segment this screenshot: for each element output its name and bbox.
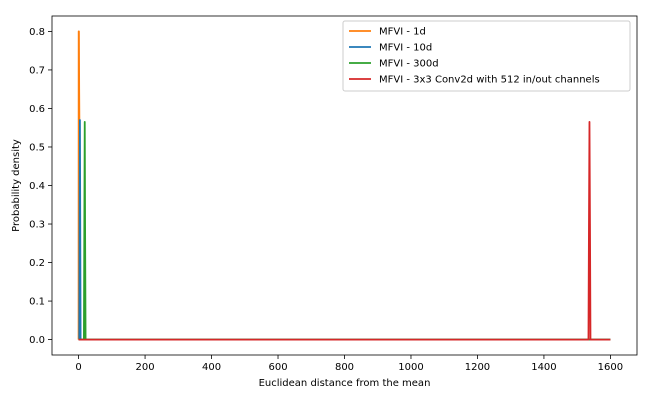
legend-label-3: MFVI - 300d <box>379 59 439 70</box>
y-axis-ticks: 0.0 0.1 0.2 0.3 0.4 0.5 0.6 0.7 0.8 <box>29 27 52 346</box>
series-line-4 <box>78 121 611 341</box>
y-tick-label: 0.0 <box>29 335 45 346</box>
y-tick-label: 0.2 <box>29 258 45 269</box>
x-tick-label: 1600 <box>598 362 623 373</box>
x-tick-label: 0 <box>75 362 81 373</box>
x-axis-label: Euclidean distance from the mean <box>259 378 431 389</box>
legend: MFVI - 1d MFVI - 10d MFVI - 300d MFVI - 3x3… <box>342 20 631 92</box>
x-tick-label: 1000 <box>398 362 423 373</box>
y-tick-label: 0.4 <box>29 181 45 192</box>
legend-label-2: MFVI - 10d <box>379 43 432 54</box>
x-tick-label: 1400 <box>531 362 556 373</box>
x-tick-label: 1200 <box>465 362 490 373</box>
x-tick-label: 400 <box>202 362 221 373</box>
y-axis-label: Probability density <box>11 139 22 232</box>
y-tick-label: 0.7 <box>29 65 45 76</box>
x-tick-label: 800 <box>335 362 354 373</box>
y-tick-label: 0.5 <box>29 142 45 153</box>
y-tick-label: 0.1 <box>29 297 45 308</box>
x-tick-label: 200 <box>136 362 155 373</box>
legend-label-4: MFVI - 3x3 Conv2d with 512 in/out channe… <box>379 75 600 86</box>
series-group <box>77 30 611 341</box>
y-tick-label: 0.8 <box>29 27 45 38</box>
legend-label-1: MFVI - 1d <box>379 27 426 38</box>
y-tick-label: 0.3 <box>29 220 45 231</box>
x-axis-ticks: 0 200 400 600 800 1000 1200 1400 1600 <box>75 355 623 373</box>
y-tick-label: 0.6 <box>29 104 45 115</box>
x-tick-label: 600 <box>268 362 287 373</box>
legend-box <box>342 20 631 92</box>
